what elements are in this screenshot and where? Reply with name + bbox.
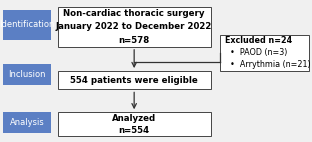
Text: Analysis: Analysis: [10, 118, 45, 127]
Text: 554 patients were eligible: 554 patients were eligible: [70, 76, 198, 85]
Text: Identification: Identification: [0, 20, 55, 29]
Text: n=578: n=578: [119, 36, 150, 45]
Text: n=554: n=554: [119, 126, 150, 135]
FancyBboxPatch shape: [3, 64, 51, 85]
FancyBboxPatch shape: [58, 7, 211, 47]
FancyBboxPatch shape: [220, 35, 309, 71]
Text: Inclusion: Inclusion: [8, 70, 46, 79]
Text: Excluded n=24: Excluded n=24: [225, 36, 292, 45]
Text: •  Arrythmia (n=21): • Arrythmia (n=21): [225, 60, 310, 69]
FancyBboxPatch shape: [3, 10, 51, 40]
Text: January 2022 to December 2022: January 2022 to December 2022: [56, 22, 212, 32]
Text: Non-cardiac thoracic surgery: Non-cardiac thoracic surgery: [63, 9, 205, 18]
FancyBboxPatch shape: [58, 112, 211, 136]
Text: •  PAOD (n=3): • PAOD (n=3): [225, 48, 287, 57]
FancyBboxPatch shape: [58, 71, 211, 89]
Text: Analyzed: Analyzed: [112, 114, 156, 123]
FancyBboxPatch shape: [3, 112, 51, 133]
